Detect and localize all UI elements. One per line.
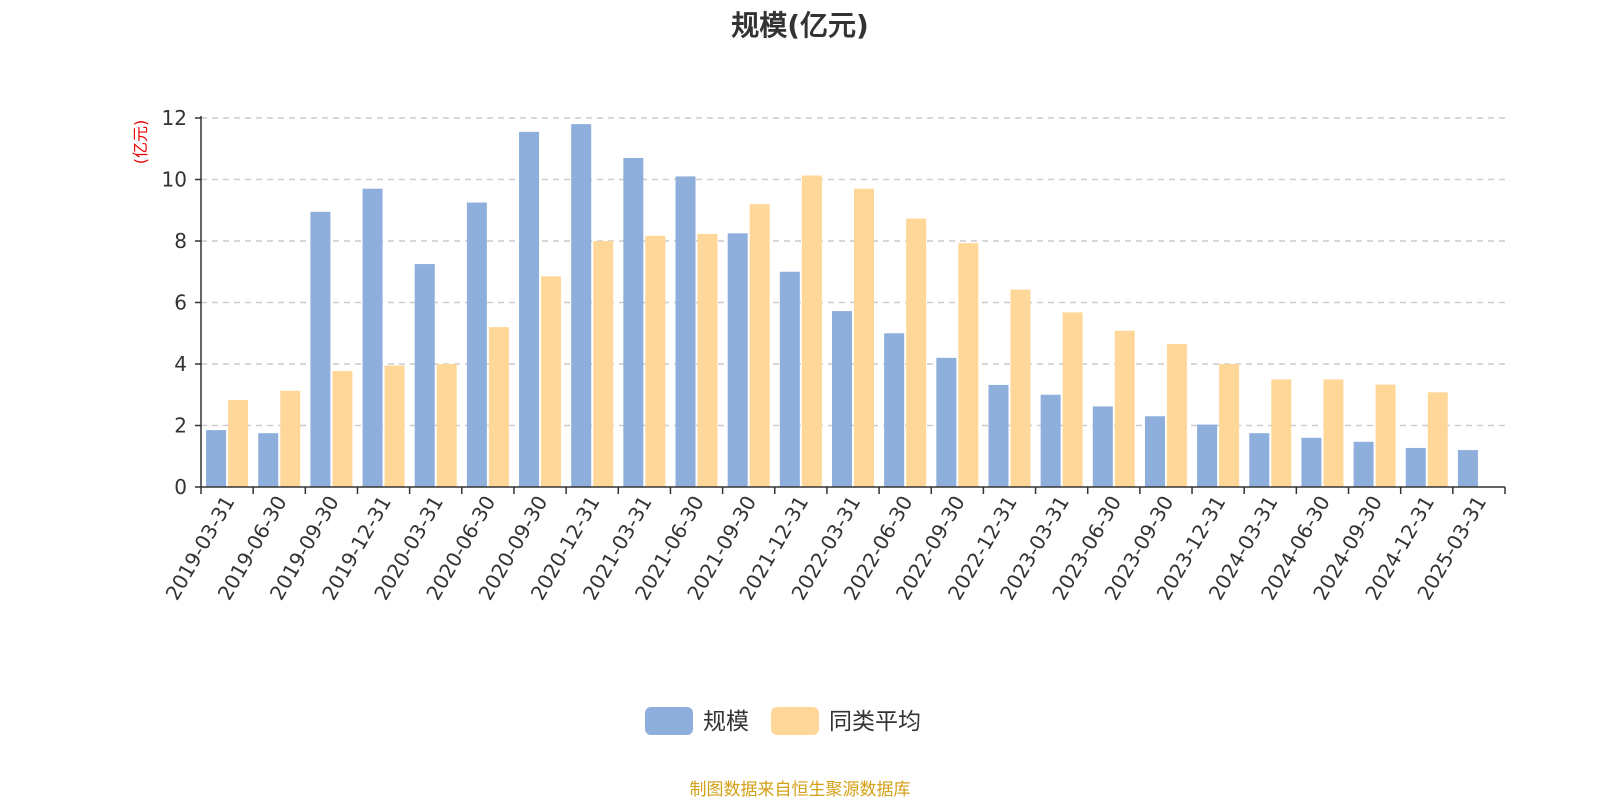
source-note: 制图数据来自恒生聚源数据库 bbox=[689, 780, 911, 800]
bar-peer-average[interactable] bbox=[384, 365, 405, 487]
bar-peer-average[interactable] bbox=[801, 175, 822, 487]
bar-peer-average[interactable] bbox=[1375, 384, 1396, 487]
bar-peer-average[interactable] bbox=[1427, 392, 1448, 487]
bar-scale[interactable] bbox=[258, 433, 279, 487]
legend-swatch-scale[interactable] bbox=[645, 707, 693, 735]
bar-scale[interactable] bbox=[571, 124, 592, 488]
bar-scale[interactable] bbox=[884, 333, 905, 487]
bars bbox=[206, 124, 1478, 488]
bar-peer-average[interactable] bbox=[645, 235, 666, 487]
bar-scale[interactable] bbox=[779, 271, 800, 487]
bar-peer-average[interactable] bbox=[1062, 312, 1083, 487]
bar-scale[interactable] bbox=[466, 202, 487, 487]
bar-peer-average[interactable] bbox=[280, 390, 301, 487]
bar-peer-average[interactable] bbox=[1114, 330, 1135, 487]
bar-peer-average[interactable] bbox=[332, 371, 353, 487]
chart-title: 规模(亿元) bbox=[731, 9, 869, 42]
y-tick-label: 2 bbox=[174, 414, 187, 438]
bar-peer-average[interactable] bbox=[854, 188, 874, 487]
bar-scale[interactable] bbox=[1197, 424, 1218, 487]
bar-peer-average[interactable] bbox=[1323, 379, 1344, 487]
bar-scale[interactable] bbox=[623, 157, 644, 487]
y-axis-unit-label: (亿元) bbox=[131, 120, 150, 165]
bar-scale[interactable] bbox=[1405, 447, 1426, 487]
y-tick-label: 0 bbox=[174, 475, 187, 499]
y-tick-label: 6 bbox=[174, 291, 187, 315]
bar-scale[interactable] bbox=[988, 384, 1009, 487]
bar-scale[interactable] bbox=[727, 233, 748, 487]
bar-scale[interactable] bbox=[1457, 450, 1478, 487]
bar-peer-average[interactable] bbox=[436, 364, 457, 487]
bar-peer-average[interactable] bbox=[1271, 379, 1292, 487]
y-tick-label: 12 bbox=[162, 106, 187, 130]
bar-peer-average[interactable] bbox=[593, 241, 614, 487]
legend-label-peer-average[interactable]: 同类平均 bbox=[829, 709, 921, 735]
bar-chart: 024681012(亿元)2019-03-312019-06-302019-09… bbox=[131, 106, 1506, 735]
grid-lines bbox=[201, 117, 1505, 427]
bar-peer-average[interactable] bbox=[958, 243, 979, 487]
bar-peer-average[interactable] bbox=[1010, 289, 1031, 487]
bar-scale[interactable] bbox=[1092, 406, 1113, 487]
bar-scale[interactable] bbox=[675, 176, 696, 488]
bar-scale[interactable] bbox=[1301, 437, 1322, 487]
bar-scale[interactable] bbox=[519, 131, 540, 487]
bar-scale[interactable] bbox=[1353, 441, 1374, 487]
bar-peer-average[interactable] bbox=[541, 276, 562, 487]
legend-swatch-peer-average[interactable] bbox=[771, 707, 819, 735]
bar-peer-average[interactable] bbox=[906, 218, 927, 488]
bar-scale[interactable] bbox=[1249, 433, 1270, 487]
bar-scale[interactable] bbox=[362, 188, 383, 487]
bar-peer-average[interactable] bbox=[228, 399, 249, 487]
bar-scale[interactable] bbox=[1144, 416, 1165, 487]
y-tick-label: 8 bbox=[174, 229, 187, 253]
bar-scale[interactable] bbox=[206, 430, 227, 487]
bar-scale[interactable] bbox=[310, 211, 331, 487]
bar-peer-average[interactable] bbox=[488, 327, 509, 487]
bar-peer-average[interactable] bbox=[1166, 344, 1187, 487]
bar-scale[interactable] bbox=[832, 311, 852, 487]
bar-scale[interactable] bbox=[936, 357, 957, 487]
bar-peer-average[interactable] bbox=[697, 233, 718, 487]
y-tick-label: 10 bbox=[162, 168, 187, 192]
bar-peer-average[interactable] bbox=[1219, 364, 1240, 487]
y-tick-label: 4 bbox=[174, 352, 187, 376]
bar-scale[interactable] bbox=[1040, 394, 1061, 487]
legend[interactable]: 规模 同类平均 bbox=[645, 707, 921, 735]
bar-scale[interactable] bbox=[414, 264, 435, 487]
legend-label-scale[interactable]: 规模 bbox=[703, 709, 749, 735]
bar-peer-average[interactable] bbox=[749, 204, 770, 487]
